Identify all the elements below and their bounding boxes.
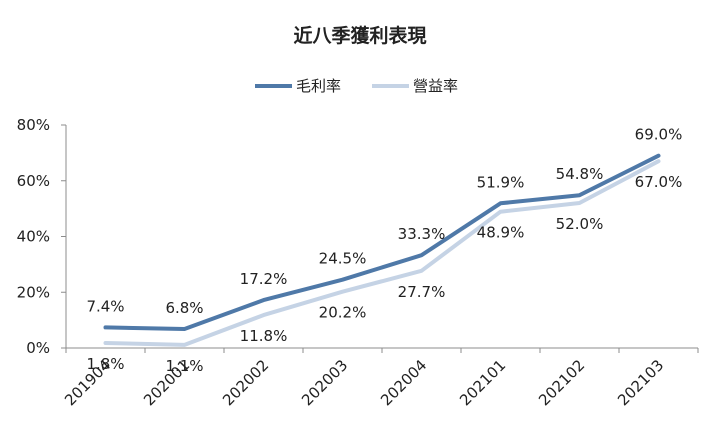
y-tick-label: 20% bbox=[17, 283, 50, 301]
y-tick-label: 80% bbox=[17, 116, 50, 134]
data-label-gross-margin: 69.0% bbox=[635, 126, 683, 144]
data-label-gross-margin: 33.3% bbox=[398, 225, 446, 243]
data-label-operating-margin: 1.1% bbox=[165, 357, 203, 375]
y-axis-ticks: 0% 20% 40% 60% 80% bbox=[17, 116, 66, 357]
y-tick-label: 60% bbox=[17, 172, 50, 190]
data-label-operating-margin: 11.8% bbox=[240, 327, 288, 345]
x-tick-label: 202002 bbox=[219, 356, 272, 409]
y-tick-label: 40% bbox=[17, 228, 50, 246]
series-line-operating-margin bbox=[103, 159, 661, 347]
series-line-gross-margin bbox=[103, 153, 661, 331]
data-label-gross-margin: 54.8% bbox=[556, 165, 604, 183]
y-tick-label: 0% bbox=[26, 339, 50, 357]
data-label-operating-margin: 67.0% bbox=[635, 173, 683, 191]
data-label-operating-margin: 20.2% bbox=[319, 304, 367, 322]
data-label-operating-margin: 52.0% bbox=[556, 215, 604, 233]
legend-label-gross-margin: 毛利率 bbox=[296, 77, 341, 95]
data-label-gross-margin: 6.8% bbox=[165, 299, 203, 317]
data-label-gross-margin: 7.4% bbox=[86, 297, 124, 315]
data-label-operating-margin: 48.9% bbox=[477, 224, 525, 242]
axes bbox=[65, 125, 698, 349]
chart-title: 近八季獲利表現 bbox=[293, 24, 426, 47]
x-tick-label: 202101 bbox=[456, 356, 509, 409]
x-tick-label: 202003 bbox=[298, 356, 351, 409]
data-label-gross-margin: 17.2% bbox=[240, 270, 288, 288]
legend-label-operating-margin: 營益率 bbox=[413, 77, 458, 95]
legend: 毛利率 營益率 bbox=[255, 77, 458, 95]
x-tick-label: 202004 bbox=[377, 356, 430, 409]
series-layer bbox=[103, 153, 661, 347]
data-label-gross-margin: 24.5% bbox=[319, 250, 367, 268]
x-tick-label: 202103 bbox=[614, 356, 667, 409]
data-label-operating-margin: 1.8% bbox=[86, 355, 124, 373]
data-labels: 7.4% 1.8% 6.8% 1.1% 17.2% 11.8% 24.5% 20.2% 33.3… bbox=[86, 126, 682, 375]
x-axis-ticks: 201904 202001 202002 202003 202004 202101 2021… bbox=[61, 348, 699, 409]
x-tick-label: 202102 bbox=[535, 356, 588, 409]
data-label-gross-margin: 51.9% bbox=[477, 173, 525, 191]
data-label-operating-margin: 27.7% bbox=[398, 283, 446, 301]
